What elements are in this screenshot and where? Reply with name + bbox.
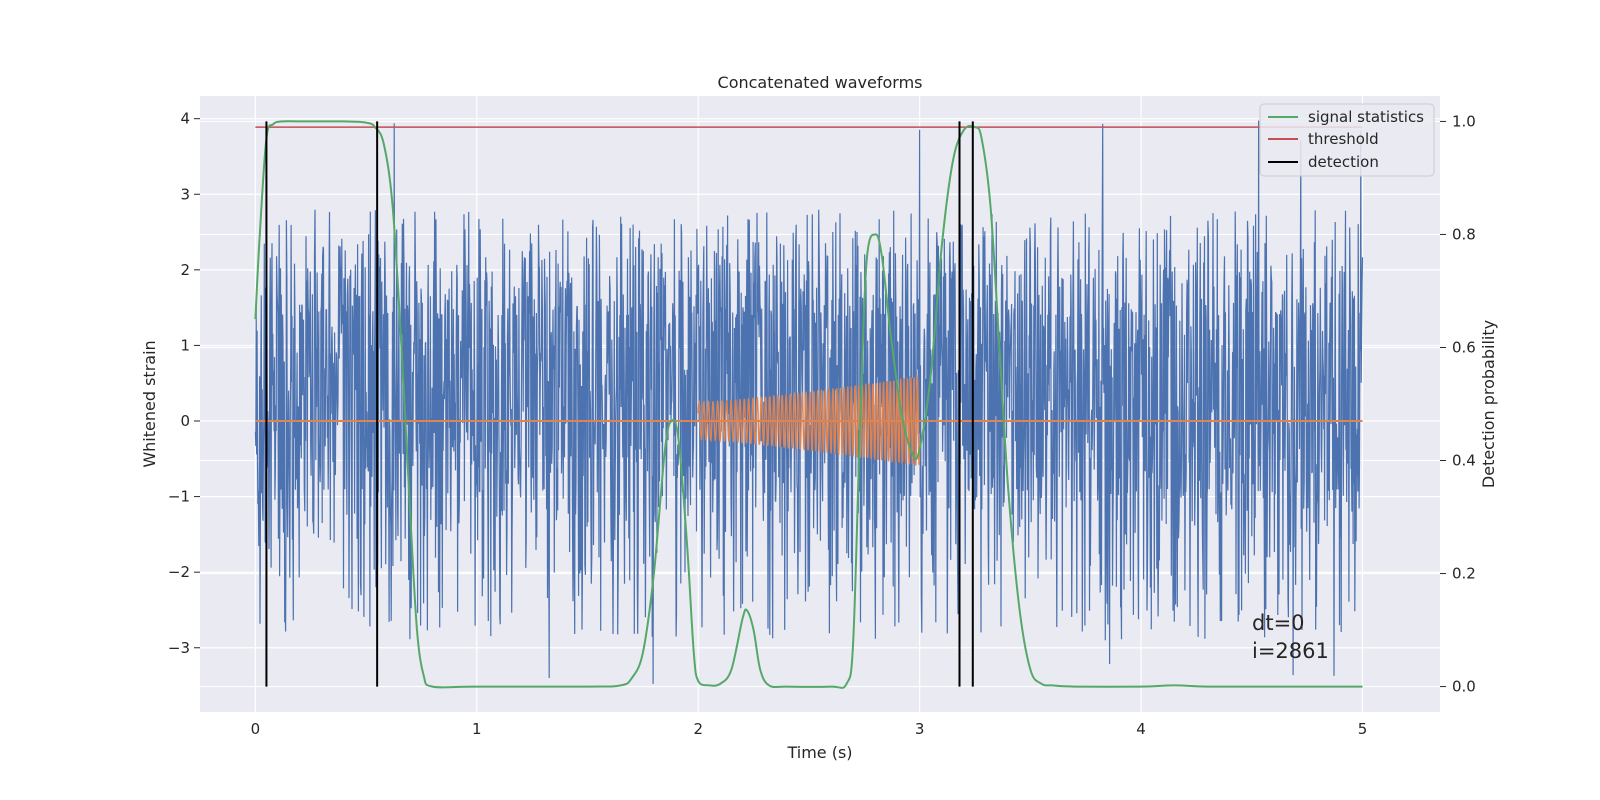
- y2-tick-label: 0.2: [1452, 565, 1476, 583]
- data-layer: [254, 120, 1364, 689]
- legend-label-threshold: threshold: [1308, 130, 1379, 148]
- y-tick-label: −2: [168, 563, 190, 581]
- y-tick-label: 1: [180, 336, 190, 354]
- legend: signal statistics threshold detection: [1259, 103, 1435, 177]
- x-tick-label: 2: [693, 720, 703, 738]
- y-axis-label: Whitened strain: [140, 340, 159, 467]
- y-tick-label: −1: [168, 488, 190, 506]
- strain-series-line: [254, 120, 1364, 684]
- y-tick-label: 2: [180, 261, 190, 279]
- y2-tick-label: 0.4: [1452, 452, 1476, 470]
- y-tick-label: 3: [180, 185, 190, 203]
- legend-label-signal-statistics: signal statistics: [1308, 108, 1424, 126]
- ticks: 0 1 2 3 4 5 −3 −2 −1 0 1 2 3 4 0.0 0.2 0.4 0.6 0.8 1.0: [168, 110, 1476, 738]
- y2-tick-label: 1.0: [1452, 112, 1476, 130]
- legend-box: [1259, 103, 1435, 177]
- annotation-i: i=2861: [1252, 639, 1329, 663]
- y-tick-label: 4: [180, 110, 190, 128]
- chart-title: Concatenated waveforms: [718, 73, 923, 92]
- x-tick-label: 5: [1358, 720, 1368, 738]
- x-tick-label: 3: [915, 720, 925, 738]
- legend-label-detection: detection: [1308, 153, 1379, 171]
- annotation-dt: dt=0: [1252, 611, 1305, 635]
- x-tick-label: 4: [1136, 720, 1146, 738]
- x-tick-label: 0: [251, 720, 261, 738]
- y2-tick-label: 0.6: [1452, 338, 1476, 356]
- y-tick-label: 0: [180, 412, 190, 430]
- y-tick-label: −3: [168, 639, 190, 657]
- injection-chirp-line: [697, 376, 921, 466]
- x-tick-label: 1: [472, 720, 482, 738]
- y2-tick-label: 0.0: [1452, 678, 1476, 696]
- x-axis-label: Time (s): [786, 743, 852, 762]
- signal-statistics-line: [254, 120, 1363, 689]
- y2-axis-label: Detection probability: [1479, 320, 1498, 488]
- y2-tick-label: 0.8: [1452, 225, 1476, 243]
